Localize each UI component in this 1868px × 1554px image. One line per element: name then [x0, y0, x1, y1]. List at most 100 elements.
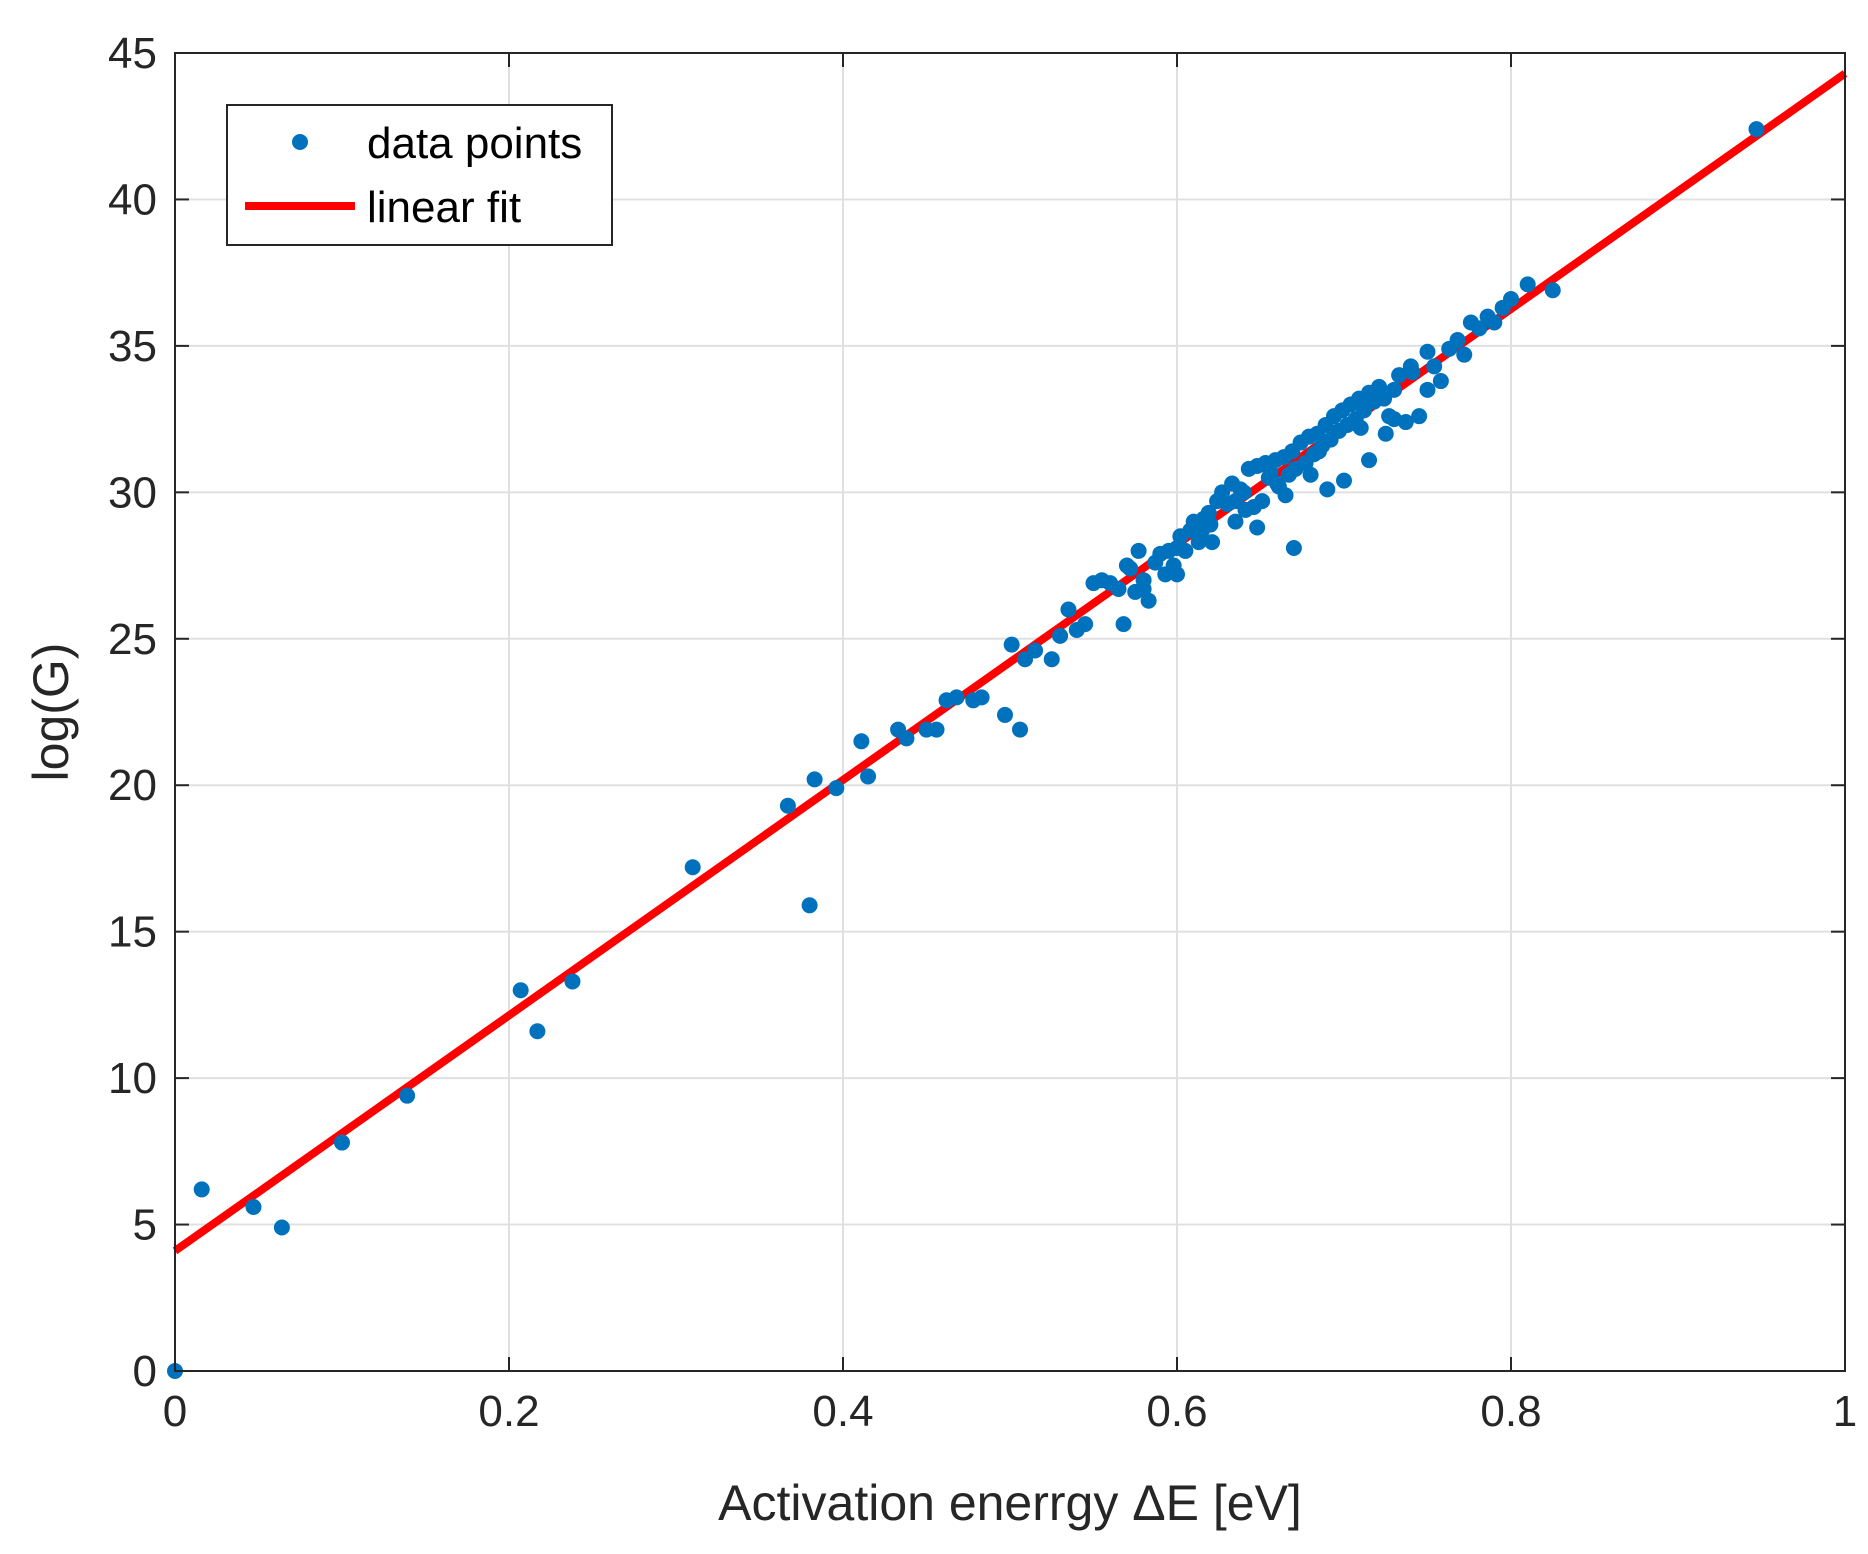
data-point: [860, 768, 877, 785]
data-point: [996, 706, 1013, 723]
data-point: [512, 982, 529, 999]
y-tick-label: 25: [108, 615, 157, 664]
data-point: [1227, 513, 1244, 530]
data-point: [1130, 542, 1147, 559]
data-point: [399, 1087, 416, 1104]
x-tick-labels: 0 0.2 0.4 0.6 0.8 1: [163, 1387, 1857, 1436]
data-point: [948, 689, 965, 706]
data-point: [1432, 373, 1449, 390]
data-point: [1277, 487, 1294, 504]
data-point: [1456, 346, 1473, 363]
y-tick-label: 10: [108, 1054, 157, 1103]
data-point: [1748, 121, 1765, 138]
data-point: [1249, 519, 1266, 536]
data-point: [1361, 452, 1378, 469]
y-tick-label: 15: [108, 908, 157, 957]
data-point: [1471, 320, 1488, 337]
data-point: [928, 721, 945, 738]
y-tick-label: 45: [108, 29, 157, 78]
data-point: [1310, 443, 1327, 460]
data-point: [1419, 343, 1436, 360]
y-tick-label: 40: [108, 175, 157, 224]
data-point: [1449, 332, 1466, 349]
x-tick-label: 0.4: [812, 1387, 873, 1436]
data-point: [1077, 616, 1094, 633]
fit-layer: [172, 70, 1848, 1255]
data-point: [1486, 314, 1503, 331]
data-point: [1419, 381, 1436, 398]
data-point: [1110, 580, 1127, 597]
y-axis-label: log(G): [23, 643, 79, 782]
legend-marker-data-points: [292, 134, 308, 150]
data-point: [1377, 425, 1394, 442]
data-point: [1003, 636, 1020, 653]
data-point: [1052, 627, 1069, 644]
y-tick-label: 20: [108, 761, 157, 810]
data-point: [1060, 601, 1077, 618]
y-tick-label: 5: [133, 1201, 157, 1250]
data-points: [167, 121, 1765, 1379]
data-point: [1319, 481, 1336, 498]
data-point: [1118, 557, 1135, 574]
data-point: [1302, 466, 1319, 483]
data-point: [1402, 358, 1419, 375]
legend-label-linear-fit: linear fit: [367, 183, 521, 232]
data-point: [1204, 534, 1221, 551]
data-point: [1411, 408, 1428, 425]
y-tick-labels: 0 5 10 15 20 25 30 35 40 45: [108, 29, 157, 1396]
y-tick-label: 30: [108, 468, 157, 517]
data-point: [1285, 539, 1302, 556]
data-point: [1352, 419, 1369, 436]
data-point: [828, 780, 845, 797]
data-point: [801, 897, 818, 914]
x-tick-label: 0.2: [478, 1387, 539, 1436]
data-point: [193, 1181, 210, 1198]
legend-label-data-points: data points: [367, 119, 582, 168]
data-point: [1391, 367, 1408, 384]
data-point: [1227, 493, 1244, 510]
grid: [175, 53, 1845, 1371]
data-point: [1260, 469, 1277, 486]
x-axis-label: Activation enerrgy ΔE [eV]: [718, 1475, 1302, 1531]
legend-box: [226, 104, 613, 246]
data-point: [1254, 493, 1271, 510]
data-point: [1519, 276, 1536, 293]
data-point: [779, 797, 796, 814]
data-point: [1169, 566, 1185, 583]
axes: [174, 52, 1846, 1372]
data-point: [334, 1134, 350, 1151]
data-point: [1426, 358, 1443, 375]
data-point: [973, 689, 990, 706]
data-point: [1135, 580, 1152, 597]
y-tick-label: 35: [108, 322, 157, 371]
data-point: [529, 1023, 546, 1040]
legend: data points linear fit: [226, 104, 613, 246]
data-point: [1043, 651, 1060, 668]
x-tick-label: 0.6: [1146, 1387, 1207, 1436]
data-point: [564, 973, 581, 990]
data-point: [1544, 282, 1561, 299]
data-point: [853, 733, 870, 750]
data-point: [1012, 721, 1029, 738]
data-point: [1115, 616, 1132, 633]
data-point: [1503, 291, 1519, 308]
x-tick-label: 0.8: [1480, 1387, 1541, 1436]
y-tick-label: 0: [133, 1347, 157, 1396]
data-point: [273, 1219, 290, 1236]
data-point: [1386, 381, 1403, 398]
linear-fit-line: [172, 70, 1848, 1255]
data-point: [1386, 411, 1403, 428]
x-tick-label: 0: [163, 1387, 187, 1436]
data-point: [806, 771, 823, 788]
data-point: [1169, 539, 1185, 556]
data-point: [1194, 522, 1211, 539]
data-point: [684, 859, 701, 876]
data-point: [1200, 504, 1217, 521]
tick-marks: [174, 52, 1846, 1372]
data-point: [898, 730, 915, 747]
x-tick-label: 1: [1833, 1387, 1857, 1436]
data-point: [245, 1198, 262, 1215]
data-point: [1027, 642, 1044, 659]
axes-box: [174, 52, 1846, 1372]
